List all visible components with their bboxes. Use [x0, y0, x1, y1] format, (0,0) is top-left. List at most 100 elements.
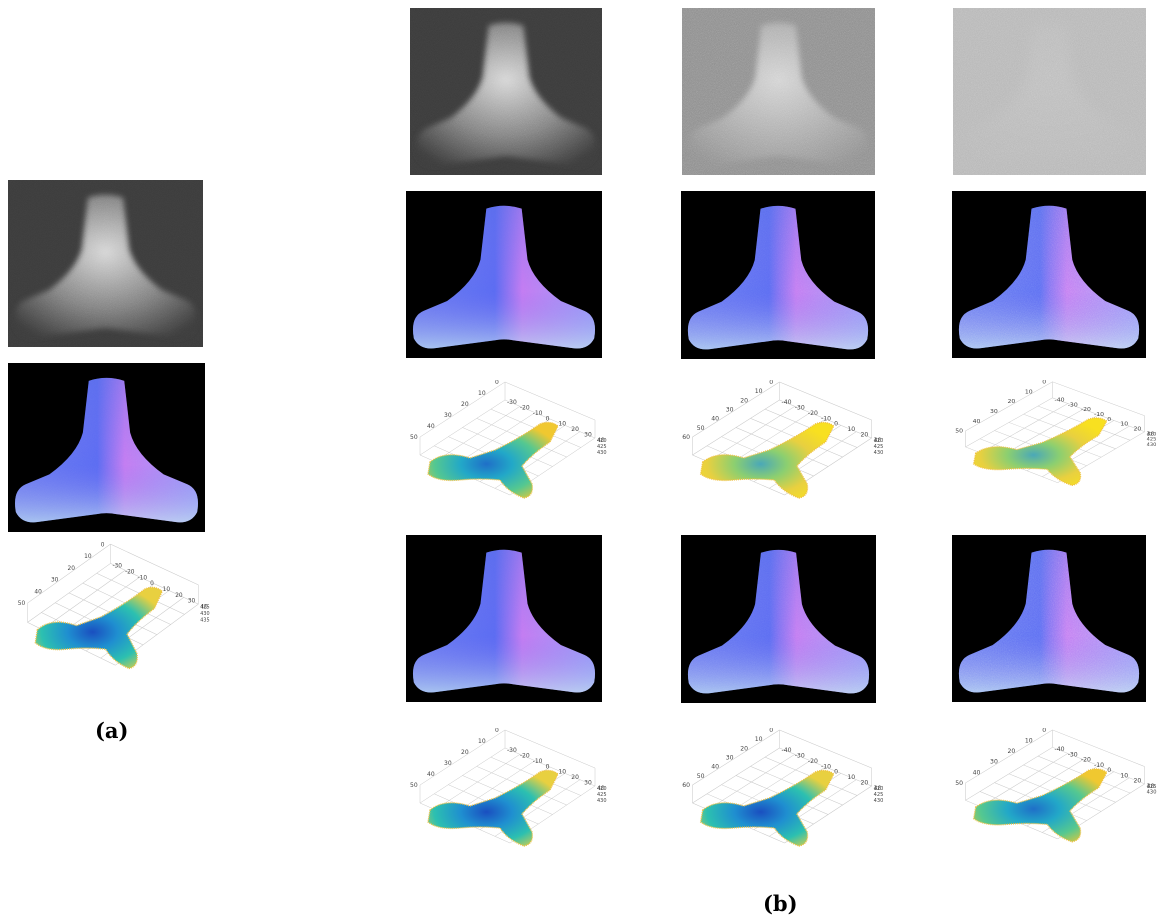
y-tick-label: 0: [834, 769, 838, 776]
y-tick-label: 30: [1147, 783, 1155, 790]
z-tick-label: 425: [874, 444, 884, 450]
z-tick-label: 425: [597, 444, 607, 450]
x-tick-label: 30: [51, 576, 59, 583]
y-tick-label: -20: [1081, 407, 1091, 413]
x-tick-label: 50: [697, 773, 705, 780]
y-tick-label: -20: [520, 404, 530, 411]
panel-a-intensity: [8, 180, 203, 347]
x-tick-label: 0: [1042, 728, 1046, 734]
y-tick-label: 10: [847, 774, 855, 781]
y-tick-label: 10: [558, 769, 566, 776]
z-tick-label: 425: [1147, 437, 1157, 443]
y-tick-label: 20: [1134, 427, 1142, 433]
panel-b-depth-1: 50 40 30 20 10 0 -30 -20 -10 0 10 20 30 40 420 425 430: [400, 379, 610, 520]
panel-b-normal-1: [406, 191, 602, 358]
x-tick-label: 60: [682, 782, 690, 789]
x-tick-label: 40: [973, 769, 981, 776]
x-tick-label: 40: [34, 588, 42, 595]
z-tick-label: 420: [1147, 432, 1157, 438]
y-tick-label: 10: [847, 426, 855, 433]
panel-b-depth-4: 50 40 30 20 10 0 -30 -20 -10 0 10 20 30 40 420 425 430: [400, 727, 610, 868]
x-tick-label: 0: [769, 728, 773, 734]
x-tick-label: 30: [726, 755, 734, 762]
y-tick-label: -20: [520, 752, 530, 759]
y-tick-label: 0: [834, 421, 838, 428]
z-tick-label: 430: [874, 798, 884, 804]
y-tick-label: 10: [163, 586, 171, 593]
depth-surface: [972, 768, 1108, 843]
x-tick-label: 40: [711, 416, 719, 423]
z-tick-label: 430: [874, 450, 884, 456]
z-tick-label: 425: [874, 792, 884, 798]
x-tick-label: 10: [478, 390, 486, 397]
z-tick-label: 425: [597, 792, 607, 798]
x-tick-label: 10: [1025, 390, 1033, 396]
z-tick-label: 425: [200, 604, 209, 610]
x-tick-label: 10: [84, 553, 92, 560]
x-tick-label: 10: [478, 738, 486, 745]
sensor-noise: [8, 180, 203, 347]
y-tick-label: -10: [533, 410, 543, 417]
sensor-noise: [410, 8, 602, 175]
x-tick-label: 10: [1025, 738, 1033, 745]
y-tick-label: -10: [1094, 762, 1104, 769]
x-tick-label: 50: [955, 429, 963, 435]
x-tick-label: 10: [755, 736, 763, 743]
z-tick-label: 420: [874, 438, 884, 444]
x-tick-label: 20: [740, 745, 748, 752]
y-tick-label: 30: [874, 437, 882, 444]
y-tick-label: 10: [558, 421, 566, 428]
y-tick-label: 20: [1134, 778, 1142, 785]
y-tick-label: 20: [571, 426, 579, 433]
caption-a: (a): [95, 718, 129, 743]
depth-surface: [972, 417, 1108, 487]
y-tick-label: -40: [1055, 746, 1065, 753]
x-tick-label: 20: [740, 397, 748, 404]
y-tick-label: 40: [597, 785, 605, 792]
x-tick-label: 30: [990, 409, 998, 415]
x-tick-label: 30: [444, 760, 452, 767]
y-tick-label: 30: [874, 785, 882, 792]
x-tick-label: 50: [410, 434, 418, 441]
y-tick-label: 20: [861, 432, 869, 439]
x-tick-label: 40: [711, 764, 719, 771]
panel-a-depth-plot: 50 40 30 20 10 0 -30 -20 -10 0 10 20 30 40 425 430 435: [8, 541, 213, 692]
y-tick-label: -10: [1094, 412, 1104, 418]
y-tick-label: 20: [571, 774, 579, 781]
panel-b-depth-6: 50 40 30 20 10 0 -40 -30 -20 -10 0 10 20 30 425 430: [945, 727, 1160, 863]
y-tick-label: -20: [808, 758, 818, 765]
z-tick-label: 430: [1147, 790, 1157, 796]
y-tick-label: -30: [1068, 752, 1078, 759]
y-tick-label: 0: [1107, 767, 1111, 774]
y-tick-label: -40: [782, 747, 792, 754]
x-tick-label: 60: [682, 434, 690, 441]
depth-surface: [34, 586, 164, 670]
z-tick-label: 430: [597, 798, 607, 804]
y-tick-label: 10: [1120, 772, 1128, 779]
y-tick-label: -10: [138, 574, 148, 581]
panel-b-depth-5: 60 50 40 30 20 10 0 -40 -30 -20 -10 0 10 20 30 420 425 43…: [672, 727, 887, 868]
y-tick-label: -30: [795, 752, 805, 759]
y-tick-label: 0: [150, 580, 154, 587]
depth-surface: [699, 769, 835, 847]
sensor-noise: [682, 8, 875, 175]
y-tick-label: 0: [1107, 417, 1111, 423]
y-tick-label: 0: [546, 763, 550, 770]
y-tick-label: 10: [1120, 422, 1128, 428]
x-tick-label: 0: [495, 380, 499, 386]
panel-a-normal-map: [8, 363, 205, 532]
y-tick-label: -30: [795, 404, 805, 411]
z-tick-label: 420: [874, 786, 884, 792]
x-tick-label: 20: [461, 401, 469, 408]
panel-b-depth-2: 60 50 40 30 20 10 0 -40 -30 -20 -10 0 10 20 30 420 425 43…: [672, 379, 887, 520]
panel-b-depth-3: 50 40 30 20 10 0 -40 -30 -20 -10 0 10 20 30 420 425 430: [945, 380, 1160, 505]
sensor-noise: [953, 8, 1146, 175]
z-tick-label: 420: [597, 786, 607, 792]
depth-surface: [427, 769, 559, 847]
y-tick-label: -30: [112, 562, 122, 569]
y-tick-label: -10: [821, 415, 831, 422]
y-tick-label: 30: [188, 597, 196, 604]
y-tick-label: -20: [808, 410, 818, 417]
y-tick-label: 40: [597, 437, 605, 444]
panel-b-normal-2: [681, 191, 875, 359]
